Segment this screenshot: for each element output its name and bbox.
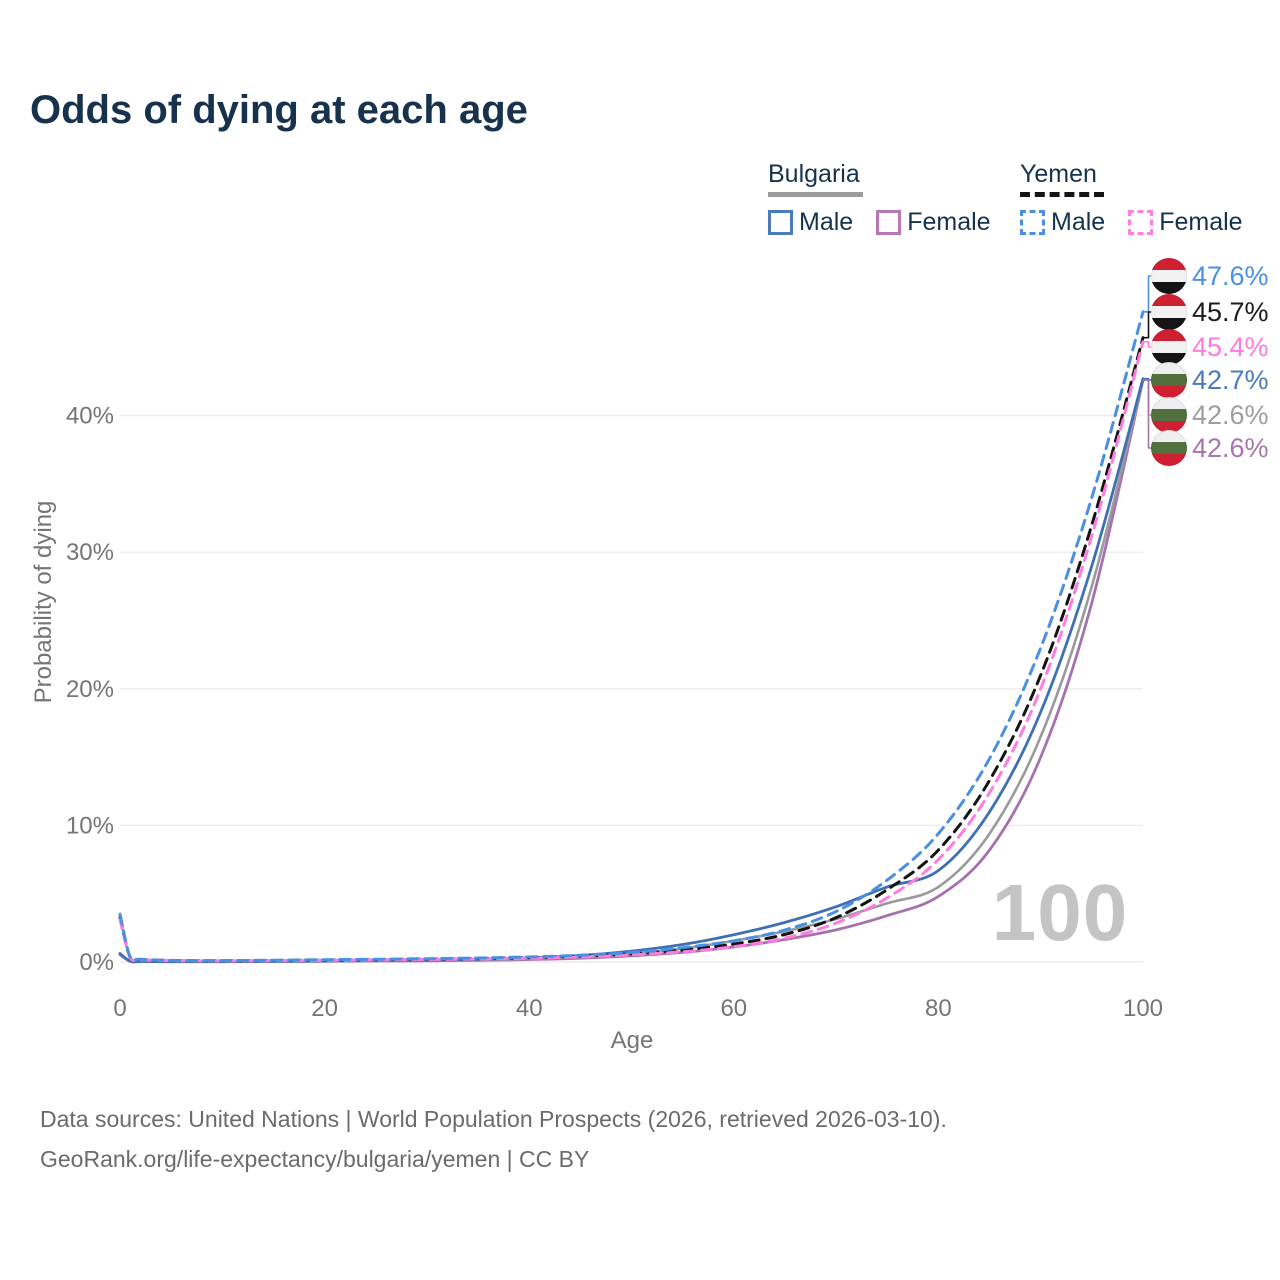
x-tick-label: 20 — [311, 995, 338, 1022]
age-watermark: 100 — [991, 868, 1129, 957]
bulgaria-flag-icon — [1151, 430, 1187, 466]
page-title: Odds of dying at each age — [30, 88, 528, 132]
series-bulgaria-female — [118, 378, 1145, 964]
end-value: 42.6% — [1192, 399, 1269, 430]
end-label-row: 45.4% — [1151, 329, 1269, 365]
end-label-row: 45.7% — [1151, 294, 1269, 330]
bulgaria-male-checkbox[interactable] — [768, 210, 793, 235]
attribution-link[interactable]: GeoRank.org/life-expectancy/bulgaria/yem… — [40, 1146, 590, 1172]
x-tick-label: 80 — [925, 995, 952, 1022]
yemen-flag-icon — [1151, 294, 1187, 330]
y-tick-label: 0% — [79, 949, 114, 976]
end-value: 42.6% — [1192, 432, 1269, 463]
end-value: 47.6% — [1192, 260, 1269, 291]
legend-country-bulgaria: Bulgaria — [768, 160, 860, 188]
yemen-flag-icon — [1151, 258, 1187, 294]
end-value: 42.7% — [1192, 364, 1269, 395]
y-tick-label: 20% — [66, 676, 114, 703]
series-bulgaria-male — [118, 377, 1145, 964]
y-tick-label: 40% — [66, 403, 114, 430]
x-tick-label: 40 — [516, 995, 543, 1022]
x-tick-label: 0 — [113, 995, 126, 1022]
y-tick-label: 30% — [66, 539, 114, 566]
end-value: 45.7% — [1192, 296, 1269, 327]
legend-country-yemen: Yemen — [1020, 160, 1097, 188]
data-sources-text: Data sources: United Nations | World Pop… — [40, 1106, 947, 1132]
yemen-line-swatch — [1020, 192, 1104, 197]
x-axis-title: Age — [610, 1027, 654, 1054]
y-axis-title: Probability of dying — [30, 500, 57, 704]
x-tick-label: 60 — [720, 995, 747, 1022]
series-yemen-all — [118, 336, 1145, 963]
yemen-female-checkbox[interactable] — [1128, 210, 1154, 235]
legend-group-yemen: Yemen Male Female — [1020, 160, 1260, 237]
bulgaria-line-swatch — [768, 192, 863, 197]
legend-group-bulgaria: Bulgaria Male Female — [768, 160, 1008, 237]
series-yemen-male — [118, 310, 1145, 963]
series-bulgaria-all — [118, 378, 1145, 964]
bulgaria-female-checkbox[interactable] — [876, 210, 902, 235]
end-value: 45.4% — [1192, 331, 1269, 362]
yemen-male-checkbox[interactable] — [1020, 210, 1045, 235]
bulgaria-female-label[interactable]: Female — [907, 208, 991, 236]
bulgaria-flag-icon — [1151, 362, 1187, 398]
end-label-row: 42.6% — [1151, 397, 1269, 433]
bulgaria-flag-icon — [1151, 397, 1187, 433]
series-yemen-female — [118, 340, 1145, 963]
bulgaria-male-label[interactable]: Male — [799, 208, 854, 236]
x-tick-label: 100 — [1123, 995, 1163, 1022]
end-label-row: 47.6% — [1151, 258, 1269, 294]
y-tick-label: 10% — [66, 812, 114, 839]
yemen-female-label[interactable]: Female — [1159, 208, 1243, 236]
yemen-male-label[interactable]: Male — [1051, 208, 1106, 236]
end-label-row: 42.6% — [1151, 430, 1269, 466]
end-label-row: 42.7% — [1151, 362, 1269, 398]
yemen-flag-icon — [1151, 329, 1187, 365]
